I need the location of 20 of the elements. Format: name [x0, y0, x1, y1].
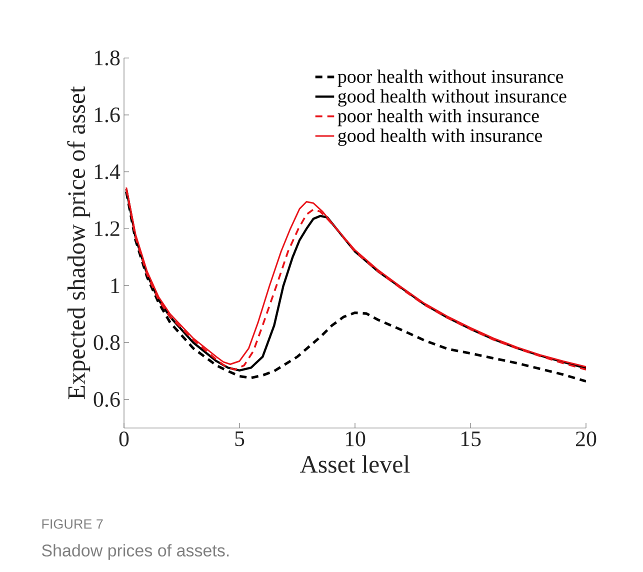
- y-tick-label: 1: [111, 278, 120, 293]
- legend-label: poor health without insurance: [338, 70, 564, 87]
- y-tick-label: 0.8: [94, 335, 120, 350]
- x-tick-label: 5: [235, 432, 244, 446]
- legend-label: good health without insurance: [338, 89, 566, 107]
- y-tick-label: 1.8: [94, 50, 120, 66]
- x-tick-label: 15: [461, 432, 481, 446]
- x-tick-label: 10: [346, 432, 366, 446]
- caption: FIGURE 7: [42, 519, 103, 529]
- x-tick-label: 0: [119, 432, 129, 446]
- legend-label: good health with insurance: [338, 128, 542, 146]
- x-tick-label: 20: [576, 432, 596, 446]
- y-tick-label: 1.2: [94, 221, 120, 236]
- y-tick-label: 1.4: [94, 164, 120, 180]
- y-tick-label: 0.6: [94, 392, 120, 407]
- y-axis-title: Expected shadow price of asset: [67, 86, 90, 400]
- y-tick-label: 1.6: [94, 107, 120, 122]
- text: Shadow prices of assets.: [42, 544, 229, 560]
- legend-label: poor health with insurance: [338, 108, 539, 126]
- x-axis-title: Asset level: [300, 455, 410, 473]
